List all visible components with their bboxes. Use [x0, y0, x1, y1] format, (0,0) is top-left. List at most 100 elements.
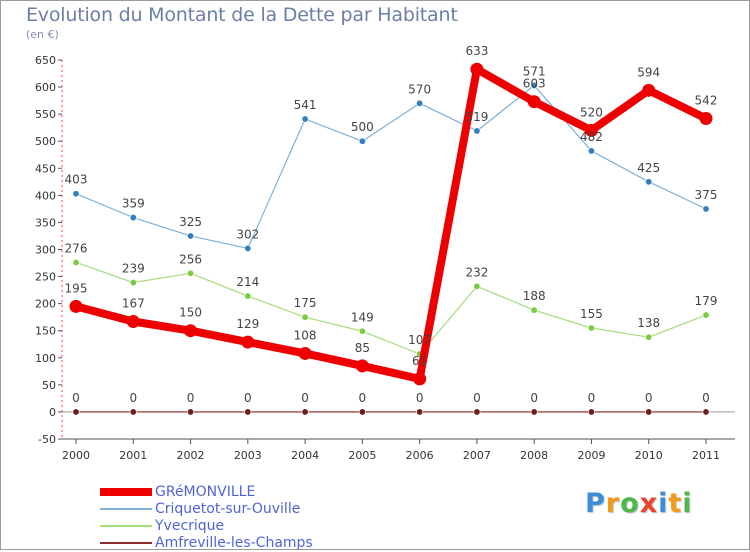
- data-point: [473, 127, 481, 135]
- data-label: 603: [523, 77, 546, 91]
- data-label: 0: [473, 391, 481, 405]
- data-label: 195: [65, 281, 88, 295]
- data-label: 175: [294, 296, 317, 310]
- data-point: [587, 324, 595, 332]
- y-tick-label: 600: [35, 81, 56, 94]
- data-point: [587, 408, 595, 416]
- data-point: [584, 123, 598, 137]
- data-point: [129, 214, 137, 222]
- data-point: [530, 81, 538, 89]
- data-label: 256: [179, 252, 202, 266]
- y-tick-label: 650: [35, 54, 56, 67]
- x-tick-label: 2005: [348, 449, 376, 462]
- y-tick-label: 400: [35, 189, 56, 202]
- series-line: [75, 261, 707, 355]
- series-line: [74, 65, 708, 383]
- data-point: [416, 408, 424, 416]
- y-tick-label: -50: [38, 433, 56, 446]
- data-label: 541: [294, 98, 317, 112]
- data-point: [530, 408, 538, 416]
- data-label: 302: [236, 227, 259, 241]
- data-label: 633: [465, 44, 488, 58]
- x-tick-label: 2003: [234, 449, 262, 462]
- data-point: [702, 311, 710, 319]
- legend-swatch: [100, 525, 152, 527]
- data-label: 0: [187, 391, 195, 405]
- data-label: 520: [580, 105, 603, 119]
- data-label: 571: [523, 64, 546, 78]
- x-tick-label: 2008: [520, 449, 548, 462]
- data-point: [244, 292, 252, 300]
- x-tick-label: 2002: [177, 449, 205, 462]
- data-label: 155: [580, 307, 603, 321]
- data-point: [645, 408, 653, 416]
- x-tick-label: 2001: [119, 449, 147, 462]
- data-label: 0: [72, 391, 80, 405]
- data-label: 0: [359, 391, 367, 405]
- data-point: [355, 359, 369, 373]
- y-tick-label: 0: [49, 406, 56, 419]
- data-label: 0: [530, 391, 538, 405]
- data-point: [470, 62, 484, 76]
- data-label: 0: [129, 391, 137, 405]
- data-label: 239: [122, 262, 145, 276]
- data-point: [645, 178, 653, 186]
- data-label: 232: [465, 265, 488, 279]
- legend-label: GRéMONVILLE: [155, 484, 256, 500]
- data-label: 0: [301, 391, 309, 405]
- data-point: [358, 408, 366, 416]
- x-tick-label: 2004: [291, 449, 319, 462]
- data-point: [530, 306, 538, 314]
- data-label: 0: [588, 391, 596, 405]
- data-point: [184, 324, 198, 338]
- data-label: 107: [408, 333, 431, 347]
- data-label: 542: [695, 93, 718, 107]
- y-tick-label: 200: [35, 298, 56, 311]
- data-point: [702, 408, 710, 416]
- data-point: [244, 244, 252, 252]
- data-point: [69, 299, 83, 313]
- x-tick-label: 2010: [635, 449, 663, 462]
- data-label: 594: [637, 65, 660, 79]
- data-point: [72, 408, 80, 416]
- data-label: 425: [637, 161, 660, 175]
- data-label: 0: [645, 391, 653, 405]
- proxiti-logo: Proxiti: [585, 488, 693, 519]
- data-label: 179: [695, 294, 718, 308]
- data-label: 167: [122, 297, 145, 311]
- data-label: 0: [244, 391, 252, 405]
- series-line: [75, 84, 707, 250]
- data-point: [187, 232, 195, 240]
- data-point: [527, 95, 541, 109]
- data-point: [702, 205, 710, 213]
- data-point: [473, 282, 481, 290]
- legend-label: Amfreville-les-Champs: [155, 535, 313, 551]
- data-label: 129: [236, 317, 259, 331]
- x-tick-label: 2009: [577, 449, 605, 462]
- legend-label: Criquetot-sur-Ouville: [155, 501, 301, 517]
- data-label: 375: [695, 188, 718, 202]
- data-label: 108: [294, 328, 317, 342]
- data-point: [699, 111, 713, 125]
- y-tick-label: 500: [35, 135, 56, 148]
- y-tick-label: 100: [35, 352, 56, 365]
- data-point: [358, 137, 366, 145]
- x-tick-label: 2006: [406, 449, 434, 462]
- y-tick-label: 50: [42, 379, 56, 392]
- data-label: 0: [702, 391, 710, 405]
- data-point: [129, 279, 137, 287]
- data-label: 85: [355, 341, 370, 355]
- x-tick-label: 2007: [463, 449, 491, 462]
- x-tick-label: 2011: [692, 449, 720, 462]
- data-point: [126, 315, 140, 329]
- data-point: [187, 269, 195, 277]
- data-label: 403: [65, 173, 88, 187]
- data-label: 570: [408, 82, 431, 96]
- legend-swatch: [100, 542, 152, 544]
- y-tick-label: 350: [35, 216, 56, 229]
- data-point: [244, 408, 252, 416]
- data-label: 61: [412, 354, 427, 368]
- data-point: [301, 408, 309, 416]
- y-tick-label: 450: [35, 162, 56, 175]
- legend-swatch: [100, 508, 152, 510]
